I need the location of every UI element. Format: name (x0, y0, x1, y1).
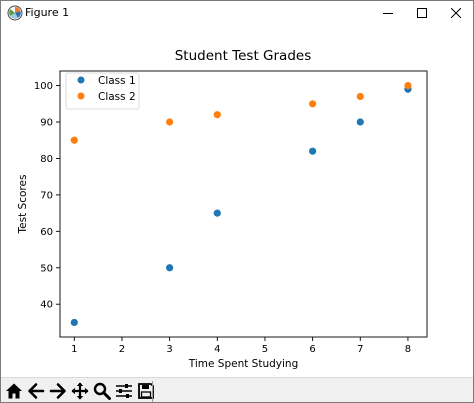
forward-icon (49, 383, 66, 399)
y-axis-label: Test Scores (17, 175, 29, 235)
x-axis: 1 2 3 4 5 6 7 8 (71, 337, 411, 355)
legend-box (65, 72, 140, 110)
data-points (70, 81, 412, 327)
x-tick-label: 4 (214, 344, 220, 355)
chart-title: Student Test Grades (175, 48, 312, 64)
data-point-class-1 (309, 147, 317, 155)
back-icon (28, 383, 45, 399)
y-tick-label: 100 (34, 81, 53, 92)
window-title: Figure 1 (25, 6, 70, 19)
y-tick-label: 50 (40, 263, 53, 274)
y-tick-label: 40 (40, 300, 53, 311)
data-point-class-2 (404, 81, 412, 90)
y-axis: 40 50 60 70 80 90 100 (34, 81, 60, 311)
pan-icon (71, 382, 89, 400)
x-tick-label: 7 (357, 344, 363, 355)
title-bar[interactable]: Figure 1 (1, 1, 473, 25)
home-icon (6, 383, 22, 399)
toolbar-divider (152, 381, 153, 402)
legend: Class 1 Class 2 (65, 72, 140, 110)
zoom-icon (93, 382, 111, 400)
x-tick-label: 1 (71, 344, 77, 355)
x-tick-label: 5 (262, 344, 268, 355)
data-point-class-1 (356, 118, 364, 126)
data-point-class-1 (213, 209, 221, 217)
close-icon (451, 8, 461, 18)
x-tick-label: 6 (309, 344, 315, 355)
data-point-class-2 (309, 100, 317, 108)
maximize-button[interactable] (405, 1, 439, 25)
legend-label-class-2: Class 2 (98, 91, 136, 103)
y-tick-label: 60 (40, 227, 53, 238)
matplotlib-icon (7, 5, 23, 21)
legend-label-class-1: Class 1 (98, 75, 136, 87)
axes-frame (59, 70, 428, 338)
navigation-toolbar (1, 377, 473, 402)
x-tick-label: 2 (119, 344, 125, 355)
minimize-icon (383, 13, 393, 14)
x-tick-label: 3 (166, 344, 172, 355)
pan-button[interactable] (70, 381, 90, 401)
minimize-button[interactable] (371, 1, 405, 25)
plot-canvas[interactable]: Student Test Grades 40 50 60 70 80 90 100 1 2 3 4… (1, 25, 473, 377)
data-point-class-2 (356, 92, 364, 101)
save-button[interactable] (136, 381, 156, 401)
x-axis-label: Time Spent Studying (188, 358, 299, 370)
data-point-class-1 (70, 318, 78, 327)
y-tick-label: 90 (40, 118, 53, 129)
legend-marker-class-2 (77, 92, 85, 100)
configure-subplots-icon (116, 384, 132, 398)
close-button[interactable] (439, 1, 473, 25)
save-icon (138, 383, 154, 399)
configure-subplots-button[interactable] (114, 381, 134, 401)
y-tick-label: 80 (40, 154, 53, 165)
forward-button[interactable] (48, 381, 68, 401)
home-button[interactable] (4, 381, 24, 401)
zoom-button[interactable] (92, 381, 112, 401)
data-point-class-1 (166, 264, 174, 272)
y-tick-label: 70 (40, 190, 53, 201)
x-tick-label: 8 (405, 344, 411, 355)
scatter-chart: Student Test Grades 40 50 60 70 80 90 100 1 2 3 4… (17, 48, 428, 370)
maximize-icon (417, 8, 427, 18)
data-point-class-2 (70, 136, 78, 144)
legend-marker-class-1 (77, 76, 85, 84)
data-point-class-2 (166, 118, 174, 126)
back-button[interactable] (26, 381, 46, 401)
data-point-class-2 (213, 111, 221, 119)
